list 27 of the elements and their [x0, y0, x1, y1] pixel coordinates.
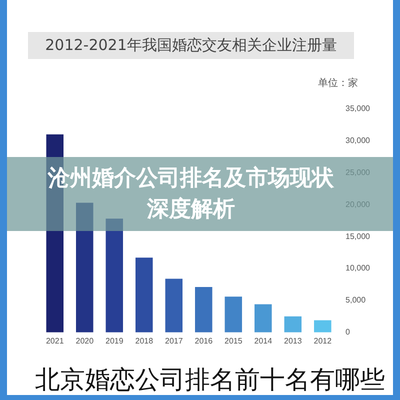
x-tick-label: 2016	[194, 336, 214, 346]
bar	[224, 296, 242, 332]
x-tick-label: 2012	[314, 336, 332, 346]
chart-title: 2012-2021年我国婚恋交友相关企业注册量	[28, 32, 354, 59]
y-tick-label: 10,000	[346, 264, 371, 273]
y-axis-title: 单位：家	[318, 76, 358, 90]
x-tick-label: 2015	[224, 336, 243, 346]
bar	[254, 304, 272, 332]
bar	[284, 316, 302, 332]
x-tick-label: 2021	[46, 336, 64, 346]
bar	[165, 278, 183, 332]
bar	[314, 320, 332, 332]
text: 北京婚恋公司排名前十名有哪些	[35, 365, 385, 394]
annotation: 沧州婚介公司排名及市场现状深度解析	[46, 164, 335, 224]
x-tick-label: 2020	[76, 336, 94, 346]
x-tick-label: 2019	[105, 336, 124, 346]
y-tick-label: 5,000	[346, 296, 366, 305]
bar	[136, 258, 153, 332]
x-tick-label: 2018	[135, 336, 154, 346]
x-tick-label: 2013	[284, 336, 302, 346]
y-tick-label: 0	[346, 328, 351, 337]
x-tick-label: 2017	[164, 336, 184, 346]
bar	[195, 287, 212, 332]
y-tick-label: 30,000	[346, 136, 371, 145]
x-tick-label: 2014	[254, 336, 273, 346]
y-tick-label: 15,000	[346, 232, 371, 241]
y-tick-label: 35,000	[346, 104, 371, 114]
